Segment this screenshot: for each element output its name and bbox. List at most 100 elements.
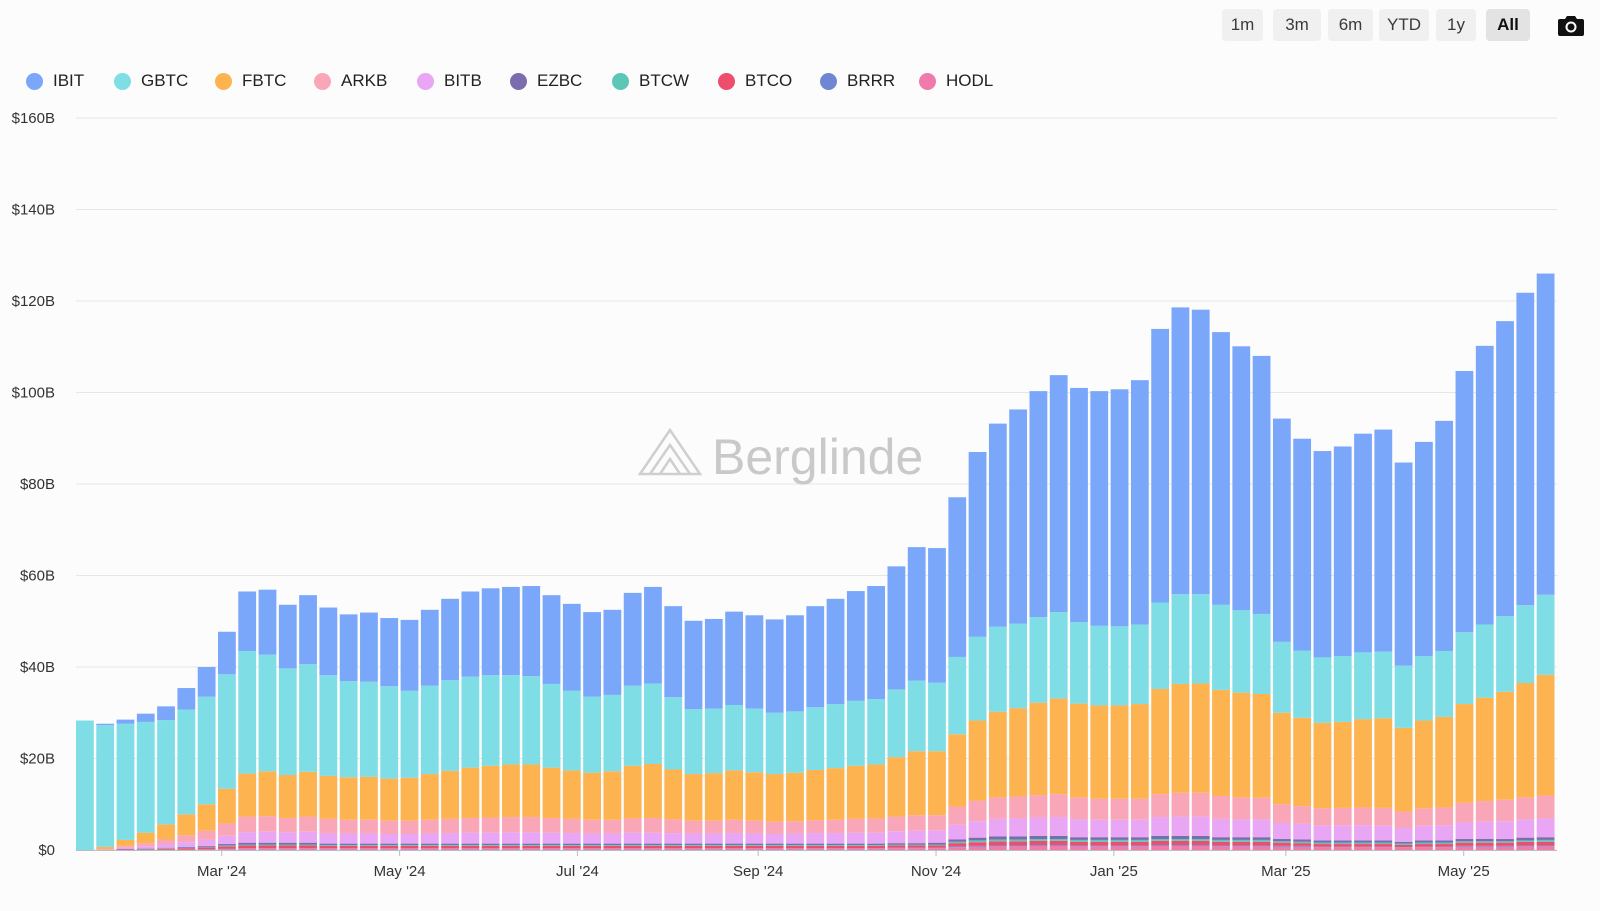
- bar-arkb: [400, 820, 419, 834]
- bar-gbtc: [76, 720, 94, 850]
- bar-btco: [846, 845, 865, 849]
- range-ytd-button[interactable]: YTD: [1379, 9, 1429, 41]
- bar-btcw: [968, 840, 987, 843]
- bar-btcw: [806, 844, 825, 846]
- bar-stack: [400, 619, 419, 850]
- legend-item-btcw[interactable]: BTCW: [612, 68, 689, 94]
- bar-ibit: [197, 667, 216, 697]
- bar-btcw: [725, 844, 743, 846]
- bar-ibit: [542, 595, 561, 684]
- range-1y-button[interactable]: 1y: [1436, 9, 1476, 41]
- bar-hodl: [1455, 846, 1474, 850]
- bar-bitb: [664, 833, 683, 844]
- bar-gbtc: [603, 694, 622, 772]
- bar-btcw: [1252, 839, 1271, 842]
- legend-item-fbtc[interactable]: FBTC: [215, 68, 286, 94]
- bar-btcw: [1516, 840, 1535, 842]
- bar-btco: [1130, 841, 1149, 846]
- legend-item-arkb[interactable]: ARKB: [314, 68, 387, 94]
- bar-stack: [461, 591, 480, 850]
- legend-item-btco[interactable]: BTCO: [718, 68, 792, 94]
- bar-brrr: [1191, 844, 1210, 846]
- bar-bitb: [1496, 821, 1514, 840]
- bar-ezbc: [603, 843, 622, 845]
- bar-btcw: [339, 844, 358, 846]
- legend-item-ibit[interactable]: IBIT: [26, 68, 84, 94]
- bar-fbtc: [1070, 703, 1088, 798]
- bar-ezbc: [380, 843, 399, 845]
- bar-hodl: [1516, 846, 1535, 850]
- bar-ibit: [1252, 355, 1271, 614]
- bar-hodl: [644, 848, 662, 850]
- bar-btco: [380, 845, 399, 849]
- range-all-button[interactable]: All: [1486, 9, 1530, 41]
- bar-brrr: [1536, 845, 1555, 847]
- bar-ezbc: [278, 842, 297, 845]
- legend-item-gbtc[interactable]: GBTC: [114, 68, 188, 94]
- bar-arkb: [603, 819, 622, 834]
- bar-fbtc: [644, 763, 662, 818]
- bar-ibit: [765, 619, 784, 713]
- legend-item-hodl[interactable]: HODL: [919, 68, 993, 94]
- bar-btco: [765, 845, 784, 849]
- bar-gbtc: [1252, 613, 1271, 694]
- bar-btco: [502, 845, 520, 849]
- bar-ibit: [623, 592, 642, 686]
- bar-stack: [1333, 446, 1352, 850]
- legend-item-ezbc[interactable]: EZBC: [510, 68, 582, 94]
- bar-btco: [1496, 842, 1514, 846]
- bar-hodl: [1130, 846, 1149, 850]
- bar-ibit: [380, 618, 399, 687]
- bar-gbtc: [461, 676, 480, 768]
- bar-btcw: [299, 844, 317, 846]
- bar-fbtc: [765, 774, 784, 822]
- bar-btcw: [542, 844, 561, 846]
- bar-ezbc: [704, 843, 723, 845]
- bar-ezbc: [1191, 835, 1210, 840]
- bar-arkb: [1252, 797, 1271, 820]
- range-3m-button[interactable]: 3m: [1273, 9, 1321, 41]
- bar-btco: [562, 845, 581, 849]
- bar-stack: [623, 592, 642, 850]
- y-axis: $0 $20B $40B $60B $80B $100B $120B $140B $160B: [12, 110, 55, 859]
- x-axis: Mar '24 May '24 Jul '24 Sep '24 Nov '24 Jan '…: [76, 850, 1557, 880]
- bar-fbtc: [136, 832, 155, 844]
- bar-ezbc: [1232, 837, 1251, 840]
- bar-bitb: [481, 832, 500, 844]
- bar-arkb: [1212, 796, 1230, 819]
- bar-ezbc: [644, 843, 662, 845]
- range-1m-button[interactable]: 1m: [1222, 9, 1263, 41]
- bar-fbtc: [197, 804, 216, 831]
- bar-arkb: [1313, 808, 1332, 826]
- bar-btcw: [623, 844, 642, 846]
- legend-label: BRRR: [847, 71, 896, 90]
- legend-dot: [718, 72, 735, 90]
- bar-gbtc: [1272, 641, 1291, 713]
- bar-bitb: [1130, 819, 1149, 838]
- bar-bitb: [765, 833, 784, 844]
- x-tick-label: Sep '24: [733, 863, 783, 880]
- bar-hodl: [1536, 846, 1555, 850]
- camera-icon[interactable]: [1557, 13, 1585, 37]
- legend-item-bitb[interactable]: BITB: [417, 68, 482, 94]
- bar-ezbc: [948, 839, 967, 842]
- range-toolbar: 1m 3m 6m YTD 1y All: [1222, 9, 1592, 43]
- bar-hodl: [502, 848, 520, 850]
- bar-fbtc: [1394, 727, 1413, 812]
- legend-dot: [820, 72, 837, 90]
- legend-item-brrr[interactable]: BRRR: [820, 68, 895, 94]
- bar-arkb: [197, 830, 216, 840]
- bar-btcw: [1232, 839, 1251, 842]
- bar-arkb: [907, 815, 926, 831]
- range-6m-button[interactable]: 6m: [1328, 9, 1373, 41]
- bar-gbtc: [623, 685, 642, 766]
- bar-brrr: [1455, 845, 1474, 847]
- bar-btco: [806, 845, 825, 849]
- bar-hodl: [339, 848, 358, 850]
- bar-bitb: [928, 830, 946, 843]
- bar-stack: [907, 547, 926, 850]
- bar-bitb: [1313, 825, 1332, 841]
- bar-ezbc: [907, 843, 926, 845]
- bar-bitb: [623, 832, 642, 844]
- bar-btco: [644, 845, 662, 849]
